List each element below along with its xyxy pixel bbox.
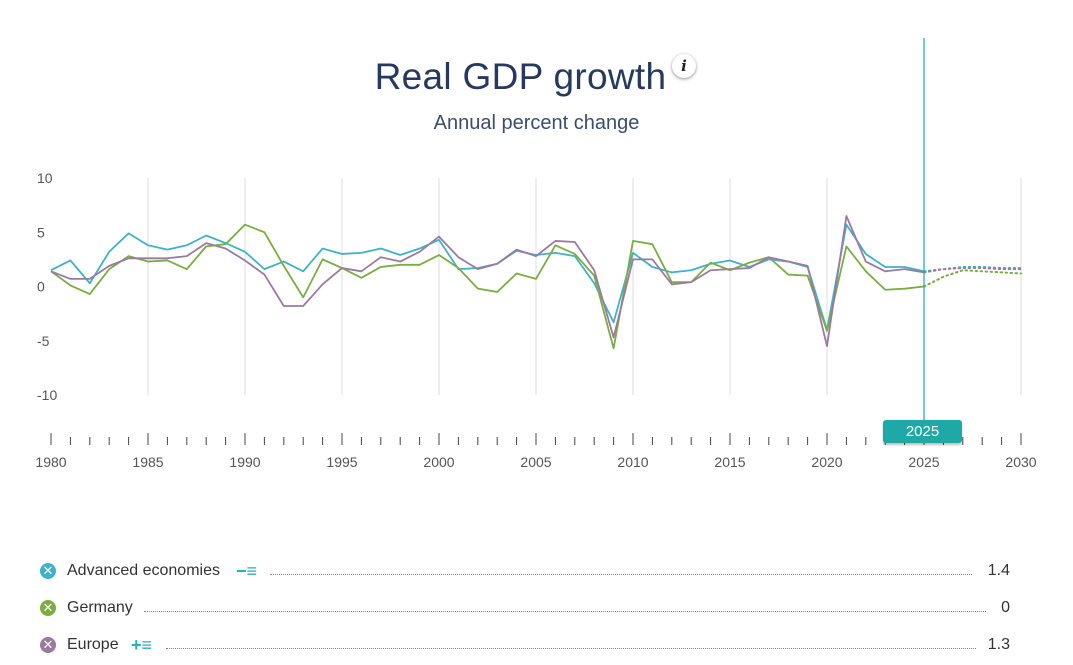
projection-line (923, 269, 1022, 288)
remove-series-icon[interactable]: ✕ (40, 600, 56, 616)
chart-title: Real GDP growth (0, 56, 1073, 98)
legend-label: Advanced economies (67, 560, 224, 582)
y-tick-label: 0 (37, 279, 45, 295)
gridlines (147, 178, 1022, 395)
legend-label: Europe (67, 634, 123, 656)
chart-subtitle-text: Annual percent change (433, 112, 640, 134)
projection-line (923, 267, 1022, 274)
x-tick-label: 2015 (714, 454, 745, 470)
selected-year-badge[interactable]: 2025 (883, 420, 962, 443)
y-tick-label: 5 (37, 224, 45, 240)
legend-value: 1.4 (981, 560, 1010, 582)
x-tick-label: 2025 (908, 454, 939, 470)
info-icon[interactable]: i (672, 54, 696, 78)
x-tick-label: 2030 (1005, 454, 1036, 470)
legend-item-europe[interactable]: ✕ Europe +≡ 1.3 (40, 634, 1010, 656)
legend-value: 1.3 (981, 634, 1010, 656)
series-options-icon[interactable]: +≡ (131, 634, 157, 656)
legend-label: Germany (67, 597, 137, 619)
y-tick-label: 10 (37, 170, 53, 186)
legend-value: 0 (995, 597, 1010, 619)
leader-dots (144, 611, 986, 612)
y-axis: 10 5 0 -5 -10 (37, 170, 57, 403)
series-options-icon[interactable]: −≡ (236, 560, 262, 582)
series-line (50, 223, 925, 331)
series-line (50, 215, 925, 348)
chart-title-text: Real GDP growth (374, 56, 667, 97)
x-tick-label: 1985 (132, 454, 163, 470)
x-tick-label: 2005 (520, 454, 551, 470)
leader-dots (270, 574, 972, 575)
chart-subtitle: Annual percent change (0, 112, 1073, 135)
series-lines (50, 215, 1022, 350)
x-tick-label: 2010 (617, 454, 648, 470)
series-line (50, 223, 925, 350)
y-tick-label: -5 (37, 333, 50, 349)
x-axis: 1980 1985 1990 1995 2000 2005 2010 2015 2020 2025… (35, 433, 1037, 470)
x-tick-label: 2020 (811, 454, 842, 470)
leader-dots (166, 648, 976, 649)
chart-area: 10 5 0 -5 -10 1980 1985 1990 1995 2000 2005 2010 20… (35, 38, 1037, 470)
remove-series-icon[interactable]: ✕ (40, 563, 56, 579)
x-tick-label: 1995 (326, 454, 357, 470)
remove-series-icon[interactable]: ✕ (40, 637, 56, 653)
legend-item-advanced-economies[interactable]: ✕ Advanced economies −≡ 1.4 (40, 560, 1010, 582)
x-tick-label: 1990 (229, 454, 260, 470)
x-tick-label: 2000 (423, 454, 454, 470)
legend-item-germany[interactable]: ✕ Germany 0 (40, 597, 1010, 619)
y-tick-label: -10 (37, 387, 57, 403)
x-tick-label: 1980 (35, 454, 66, 470)
